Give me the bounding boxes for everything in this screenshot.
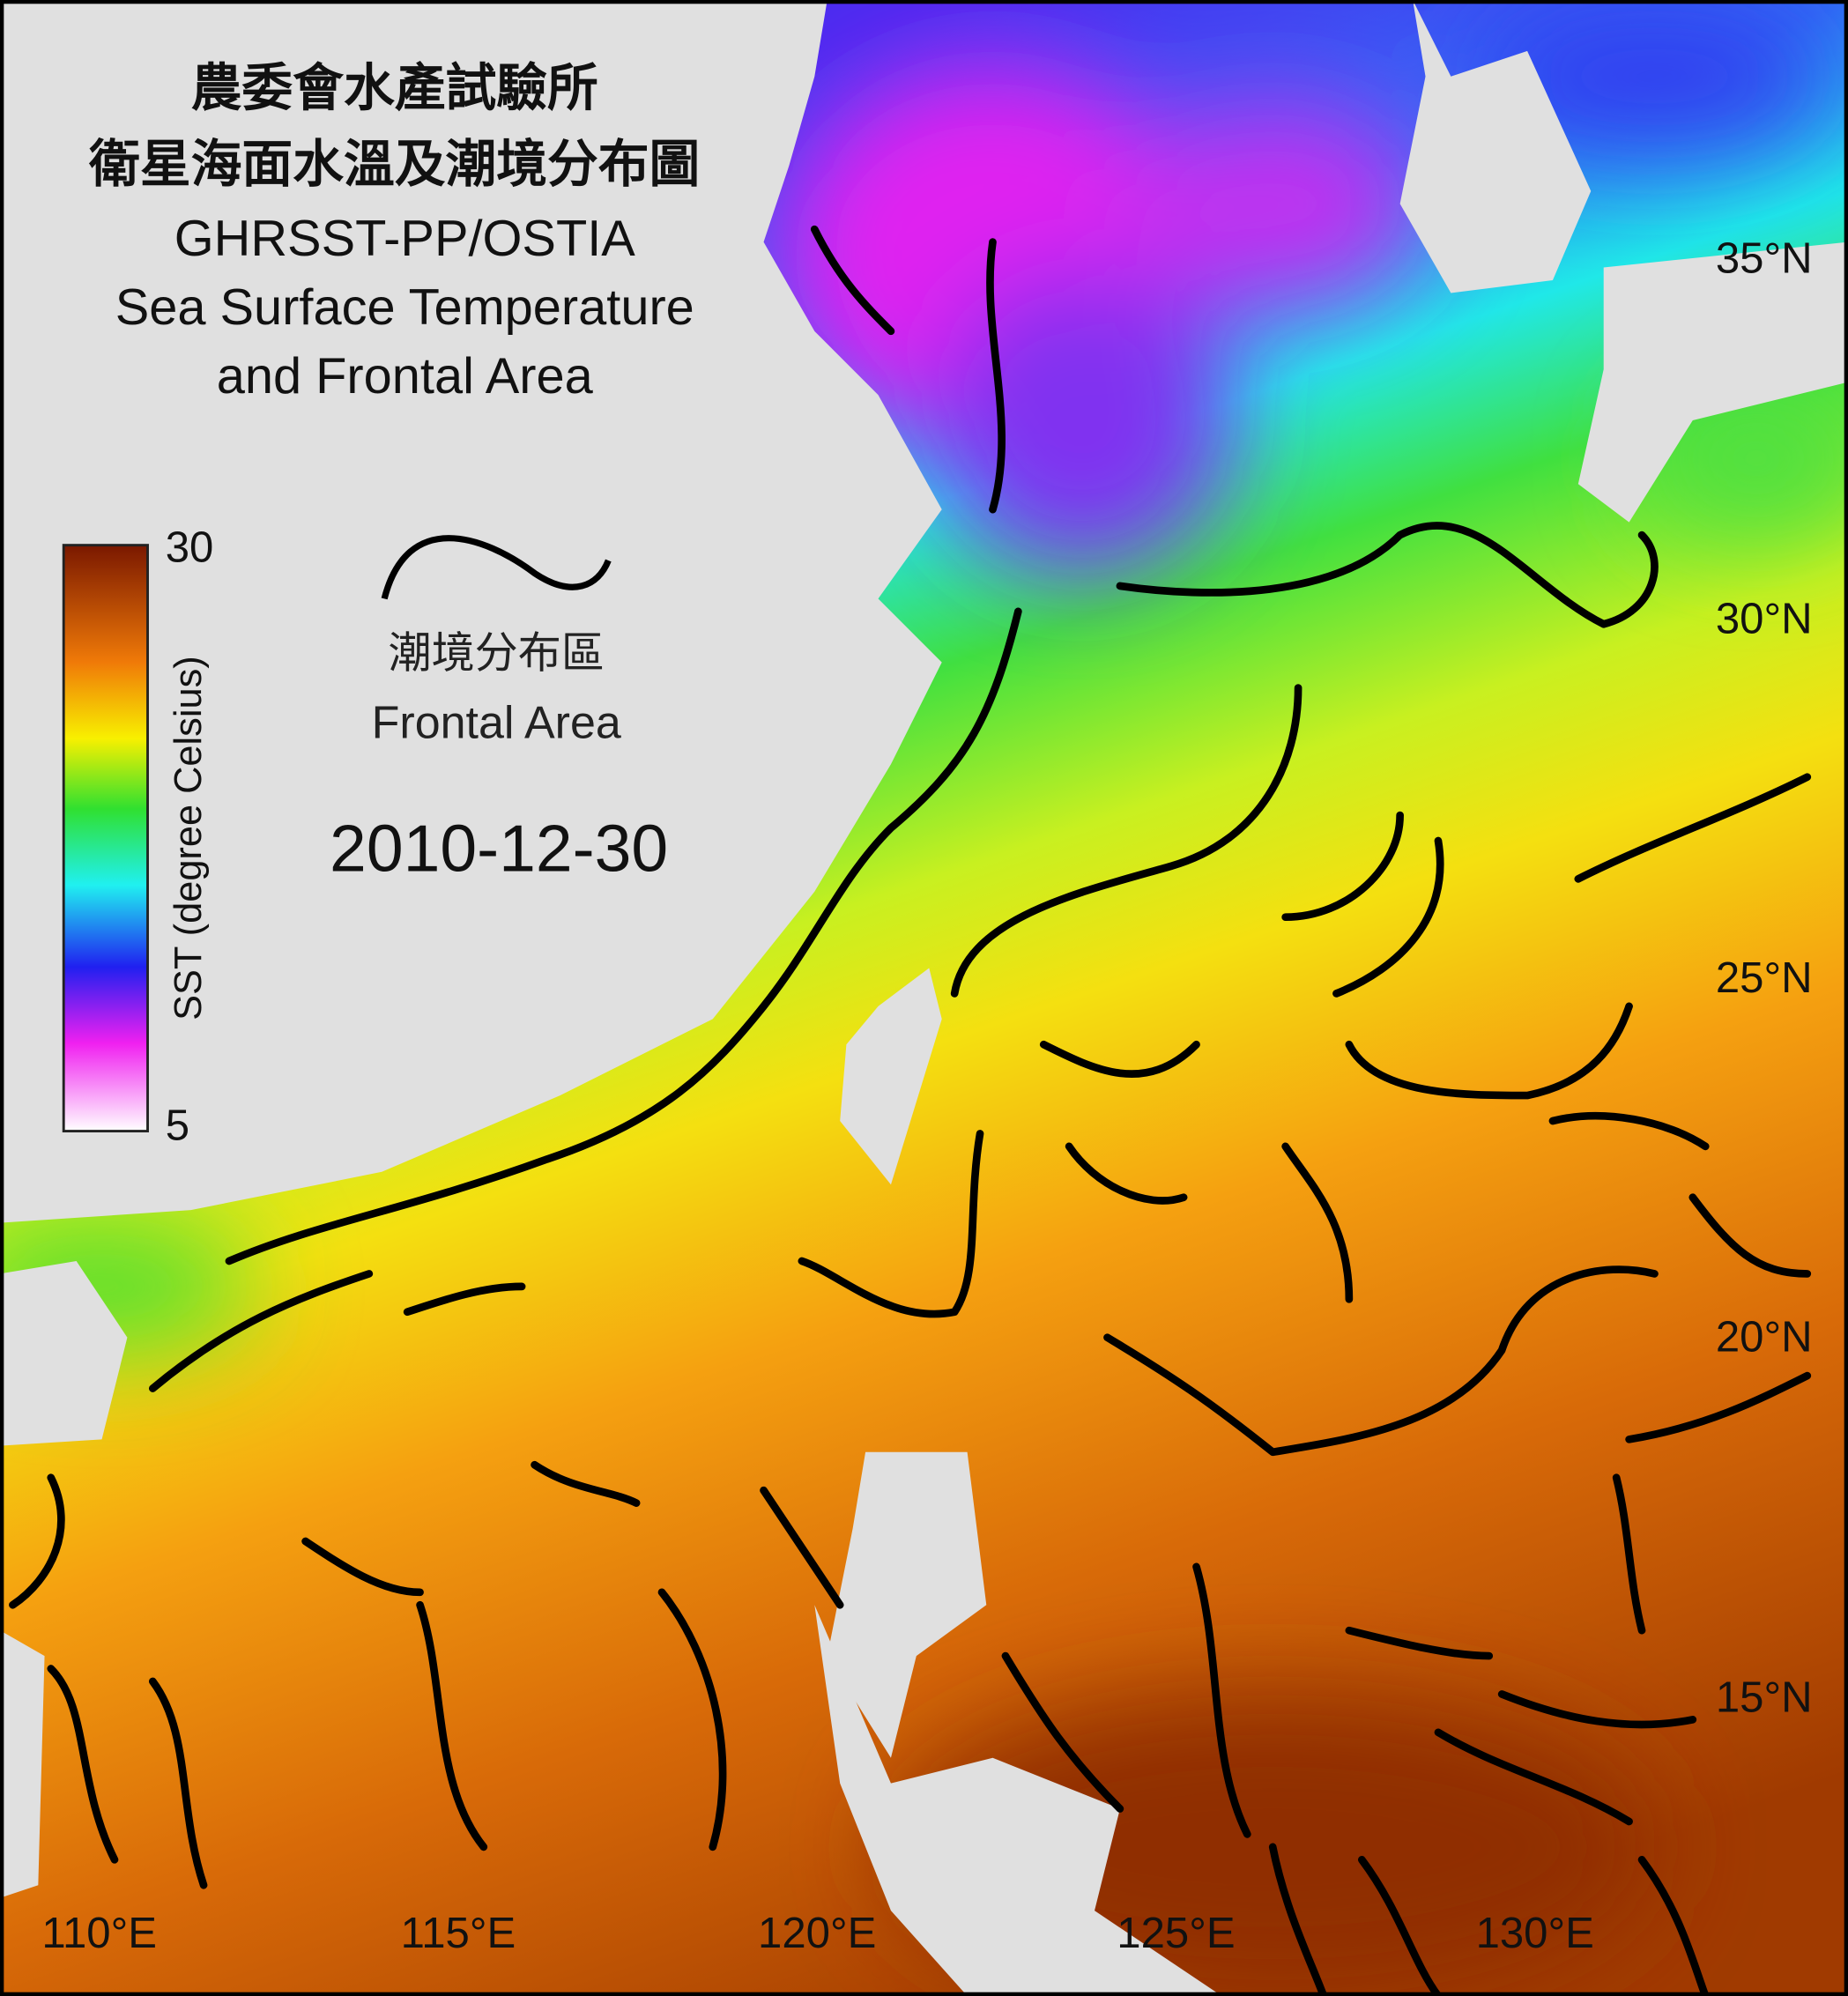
colorbar-min: 5 [166, 1102, 189, 1150]
colorbar-max: 30 [166, 523, 214, 571]
title-line: GHRSST-PP/OSTIA [174, 211, 636, 267]
lat-label: 25°N [1716, 954, 1813, 1002]
title-line: Sea Surface Temperature [115, 279, 694, 336]
lat-labels: 35°N 30°N 25°N 20°N 15°N [1716, 234, 1813, 1721]
lon-label: 125°E [1117, 1910, 1235, 1957]
lat-label: 20°N [1716, 1314, 1813, 1362]
lat-label: 15°N [1716, 1674, 1813, 1722]
legend-label: Frontal Area [372, 698, 621, 749]
lon-label: 115°E [401, 1910, 516, 1957]
lon-labels: 110°E 115°E 120°E 125°E 130°E [41, 1910, 1594, 1957]
lat-label: 30°N [1716, 595, 1813, 642]
title-line: 衛星海面水溫及潮境分布圖 [88, 137, 700, 193]
date: 2010-12-30 [330, 811, 668, 885]
lon-label: 120°E [758, 1910, 876, 1957]
title-line: 農委會水產試驗所 [191, 60, 598, 116]
title: 農委會水產試驗所 衛星海面水溫及潮境分布圖 [88, 60, 700, 193]
colorbar [62, 544, 149, 1132]
lon-label: 110°E [41, 1910, 157, 1957]
subtitle: GHRSST-PP/OSTIA Sea Surface Temperature … [115, 211, 694, 404]
title-line: and Frontal Area [217, 348, 594, 404]
lat-label: 35°N [1716, 234, 1813, 282]
legend-swatch [381, 535, 612, 600]
frontal-lines [9, 225, 1812, 1996]
legend-label: 潮境分布區 [389, 629, 605, 677]
lon-label: 130°E [1476, 1910, 1594, 1957]
colorbar-title: SST (degree Celsius) [167, 656, 210, 1020]
